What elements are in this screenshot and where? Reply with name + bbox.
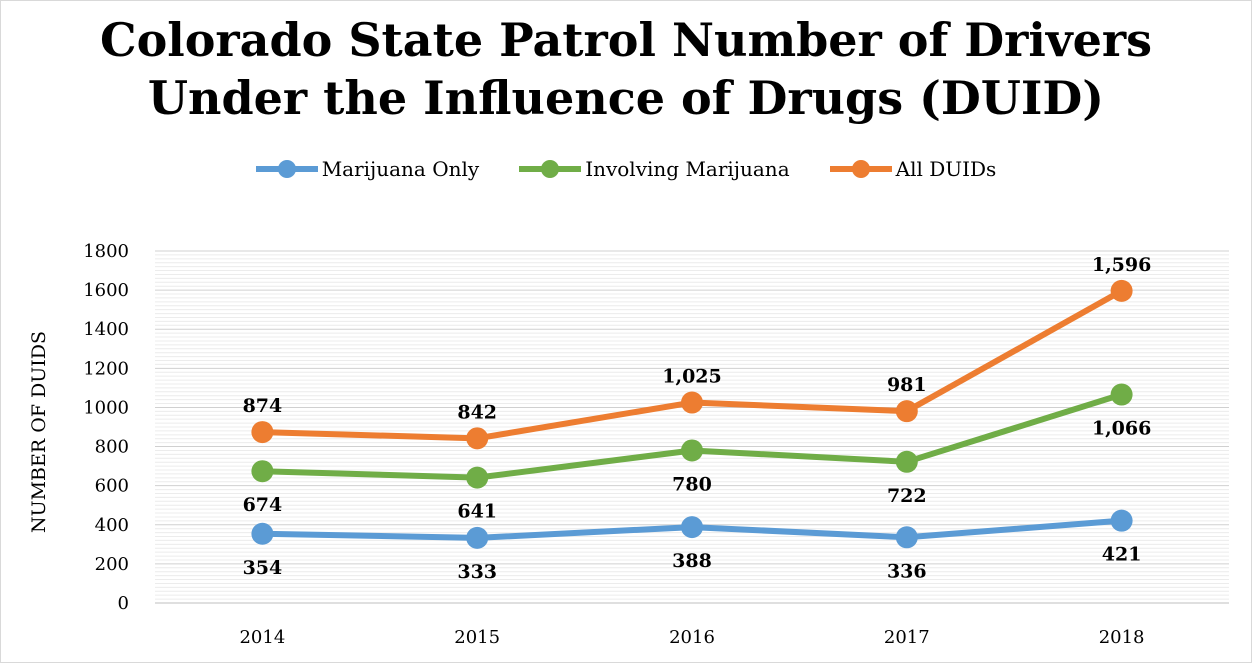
x-tick-label: 2015 bbox=[454, 627, 500, 648]
data-point-involving-marijuana[interactable] bbox=[466, 466, 489, 489]
data-label-marijuana-only: 421 bbox=[1102, 544, 1142, 566]
data-label-marijuana-only: 388 bbox=[672, 550, 712, 572]
y-tick-label: 1000 bbox=[83, 397, 129, 418]
series bbox=[251, 279, 1133, 549]
data-label-all-duids: 1,596 bbox=[1092, 254, 1152, 276]
chart-title-line-1: Colorado State Patrol Number of Drivers bbox=[99, 13, 1153, 67]
data-label-involving-marijuana: 674 bbox=[243, 494, 283, 516]
data-label-all-duids: 842 bbox=[457, 401, 497, 423]
y-axis-title: NUMBER OF DUIDS bbox=[28, 331, 50, 533]
legend-swatch-marijuana-only bbox=[255, 158, 318, 180]
data-label-involving-marijuana: 641 bbox=[457, 501, 497, 523]
data-label-all-duids: 981 bbox=[887, 374, 927, 396]
data-point-involving-marijuana[interactable] bbox=[1110, 383, 1133, 406]
y-tick-label: 800 bbox=[95, 437, 129, 458]
y-tick-label: 1400 bbox=[83, 319, 129, 340]
y-tick-label: 0 bbox=[118, 593, 129, 614]
data-point-marijuana-only[interactable] bbox=[251, 522, 274, 545]
x-tick-label: 2016 bbox=[669, 627, 715, 648]
gridlines bbox=[155, 250, 1229, 600]
chart-title: Colorado State Patrol Number of Drivers … bbox=[1, 11, 1251, 127]
x-tick-label: 2018 bbox=[1099, 627, 1145, 648]
legend-swatch-all-duids bbox=[829, 158, 892, 180]
data-label-marijuana-only: 333 bbox=[457, 561, 497, 583]
data-label-all-duids: 874 bbox=[243, 395, 283, 417]
data-point-all-duids[interactable] bbox=[895, 400, 918, 423]
y-tick-label: 600 bbox=[95, 476, 129, 497]
data-point-involving-marijuana[interactable] bbox=[895, 450, 918, 473]
data-label-all-duids: 1,025 bbox=[662, 366, 722, 388]
data-point-involving-marijuana[interactable] bbox=[251, 460, 274, 483]
data-point-marijuana-only[interactable] bbox=[681, 516, 703, 539]
legend-label-involving-marijuana: Involving Marijuana bbox=[585, 157, 790, 181]
axes: 0 200 400 600 800 1000 1200 1400 1600 1800 2014 201… bbox=[83, 241, 1229, 648]
data-label-marijuana-only: 354 bbox=[243, 557, 283, 579]
data-point-involving-marijuana[interactable] bbox=[681, 439, 703, 462]
legend-item-all-duids[interactable]: All DUIDs bbox=[829, 157, 997, 181]
legend-label-all-duids: All DUIDs bbox=[895, 157, 997, 181]
y-tick-label: 400 bbox=[95, 515, 129, 536]
legend-marker-all-duids bbox=[851, 160, 870, 178]
data-point-all-duids[interactable] bbox=[251, 421, 274, 444]
data-point-all-duids[interactable] bbox=[1110, 279, 1133, 302]
legend-item-involving-marijuana[interactable]: Involving Marijuana bbox=[519, 157, 790, 181]
data-label-involving-marijuana: 1,066 bbox=[1092, 418, 1152, 440]
y-tick-label: 200 bbox=[95, 554, 129, 575]
legend-marker-involving-marijuana bbox=[541, 160, 560, 178]
y-tick-label: 1200 bbox=[83, 358, 129, 379]
data-point-all-duids[interactable] bbox=[466, 427, 489, 450]
legend-label-marijuana-only: Marijuana Only bbox=[321, 157, 480, 181]
x-tick-label: 2014 bbox=[239, 627, 285, 648]
data-point-marijuana-only[interactable] bbox=[466, 526, 489, 549]
legend-item-marijuana-only[interactable]: Marijuana Only bbox=[255, 157, 480, 181]
data-label-marijuana-only: 336 bbox=[887, 560, 927, 582]
data-point-marijuana-only[interactable] bbox=[1110, 509, 1133, 532]
chart-legend: Marijuana Only Involving Marijuana All D… bbox=[1, 157, 1251, 181]
chart-title-line-2: Under the Influence of Drugs (DUID) bbox=[147, 71, 1105, 125]
y-tick-label: 1600 bbox=[83, 280, 129, 301]
legend-marker-marijuana-only bbox=[277, 160, 296, 178]
x-tick-label: 2017 bbox=[884, 627, 930, 648]
data-point-marijuana-only[interactable] bbox=[895, 526, 918, 549]
data-point-all-duids[interactable] bbox=[681, 391, 703, 414]
legend-swatch-involving-marijuana bbox=[519, 158, 582, 180]
y-tick-label: 1800 bbox=[83, 241, 129, 262]
data-label-involving-marijuana: 722 bbox=[887, 485, 927, 507]
data-labels: 354 333 388 336 421 674 641 780 722 1,066 874 842 1,… bbox=[243, 254, 1152, 583]
data-label-involving-marijuana: 780 bbox=[672, 473, 712, 495]
